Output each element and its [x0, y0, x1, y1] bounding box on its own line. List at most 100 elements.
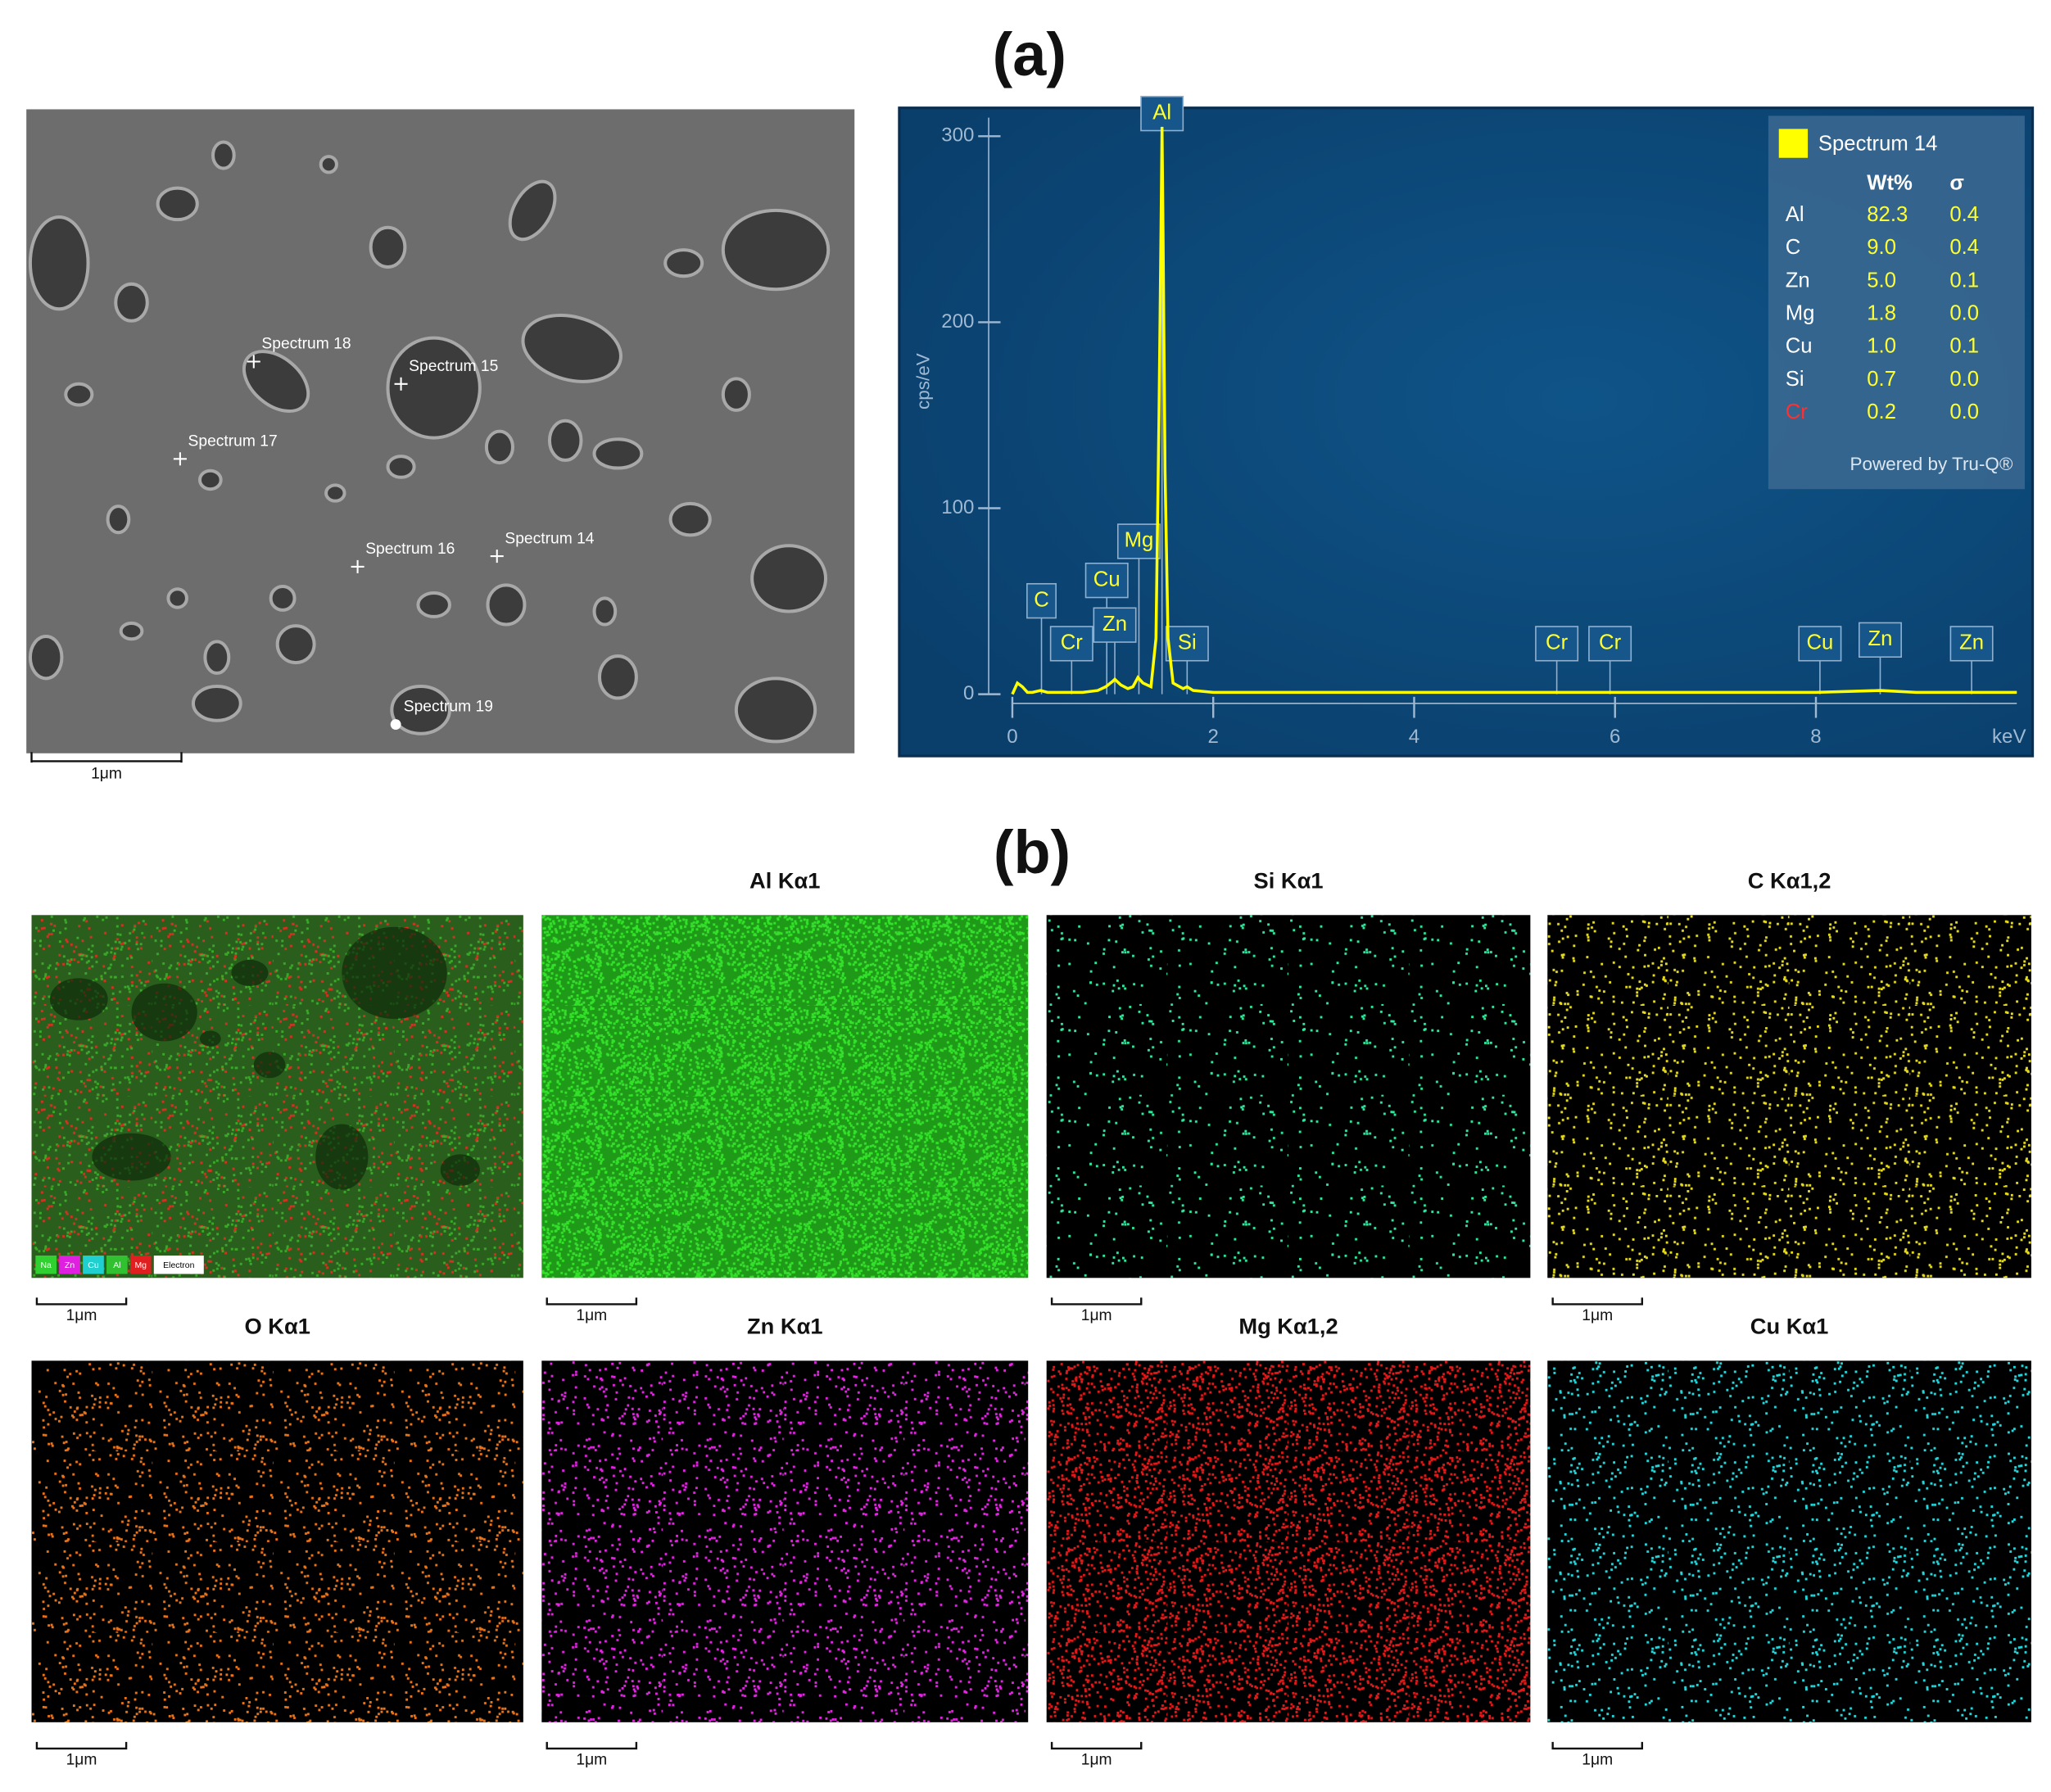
legend-label: Spectrum 14 [1818, 132, 1938, 155]
legend-element: Al [1786, 203, 1804, 226]
legend-sigma: 0.1 [1949, 335, 1979, 358]
x-axis-label: keV [1992, 726, 2026, 748]
legend-wt: 0.7 [1867, 368, 1896, 391]
legend-element: Si [1786, 368, 1804, 391]
map-legend-chip [129, 1256, 152, 1274]
x-tick-label: 0 [1007, 726, 1017, 748]
scale-bar [35, 1741, 128, 1750]
peak-label: Cu [1806, 631, 1833, 654]
legend-wt: 0.2 [1867, 400, 1896, 423]
map-legend-chip [35, 1256, 57, 1274]
scale-bar-label: 1μm [1081, 1751, 1112, 1768]
map-feature [231, 959, 269, 986]
legend-swatch [1778, 129, 1809, 158]
peak-label-box [1949, 626, 1994, 662]
peak-label: Cr [1546, 631, 1569, 654]
peak-label: Cu [1093, 568, 1121, 591]
map-title: O Kα1 [244, 1313, 310, 1338]
map-feature [253, 1052, 286, 1079]
map-title: C Kα1,2 [1748, 867, 1831, 893]
scale-bar-label: 1μm [1081, 1307, 1112, 1324]
scale-bar [1551, 1741, 1644, 1750]
sem-annotations: Spectrum 18 Spectrum 15 Spectrum 17 Spectru… [173, 336, 595, 730]
peak-label: Zn [1102, 613, 1127, 636]
peak-label: Cr [1599, 631, 1622, 654]
peak-label: C [1034, 588, 1049, 611]
scale-bar-label: 1μm [576, 1751, 607, 1768]
peak-label-box [1798, 626, 1842, 662]
panel-label: (b) [994, 818, 1071, 886]
x-tick-label: 8 [1810, 726, 1821, 748]
legend-element: Cu [1786, 335, 1813, 358]
point-label: Spectrum 16 [365, 541, 455, 558]
map-legend-chip [59, 1256, 80, 1274]
x-tick-label: 6 [1610, 726, 1620, 748]
x-tick-label: 2 [1208, 726, 1219, 748]
y-axis-label: cps/eV [912, 353, 933, 410]
map-title: Cu Kα1 [1750, 1313, 1829, 1338]
peak-label: Cr [1061, 631, 1084, 654]
map-legend-label: Al [113, 1261, 120, 1270]
map-title: Mg Kα1,2 [1238, 1313, 1338, 1338]
peak-label: Zn [1868, 627, 1893, 650]
map-feature [92, 1133, 171, 1181]
map-title: Al Kα1 [749, 867, 820, 893]
y-tick-label: 200 [941, 310, 974, 333]
legend-footer: Powered by Tru-Q® [1850, 454, 2013, 474]
legend-element: Cr [1786, 400, 1809, 423]
legend-box [1768, 115, 2025, 490]
scale-bar [1050, 1741, 1143, 1750]
peak-label-box [1049, 626, 1093, 662]
element-maps: Na Zn Cu Al Mg Electron 1μm Al Kα1 1μm Si Kα1 1μm C… [31, 867, 2031, 1768]
peak-label-box [1165, 626, 1209, 662]
point-label: Spectrum 19 [404, 699, 493, 716]
peak-label-box [1859, 622, 1902, 658]
legend-sigma: 0.4 [1949, 236, 1979, 259]
map-legend-label: Cu [88, 1261, 99, 1270]
panel-label: (a) [993, 20, 1066, 88]
peak-label: Mg [1125, 529, 1154, 552]
legend-sigma: 0.0 [1949, 302, 1979, 325]
legend-sigma: 0.0 [1949, 368, 1979, 391]
map-legend-chip [83, 1256, 104, 1274]
scale-bar [1050, 1297, 1143, 1306]
point-label: Spectrum 17 [188, 433, 278, 450]
element-map [1046, 915, 1531, 1278]
x-tick-label: 4 [1409, 726, 1419, 748]
element-map [541, 915, 1029, 1278]
map-legend-chip [153, 1256, 204, 1274]
map-legend-label: Zn [65, 1261, 75, 1270]
peak-label-box [1116, 523, 1161, 559]
map-feature [315, 1124, 369, 1190]
map-feature [131, 983, 197, 1042]
y-tick-label: 300 [941, 124, 974, 147]
legend-element: Zn [1786, 269, 1810, 292]
legend-element: Mg [1786, 302, 1815, 325]
scale-bar-label: 1μm [1582, 1751, 1613, 1768]
legend-wt: 82.3 [1867, 203, 1908, 226]
peak-label: Zn [1959, 631, 1984, 654]
point-label: Spectrum 14 [505, 530, 594, 547]
legend-element: C [1786, 236, 1801, 259]
element-map [31, 1360, 523, 1722]
element-map [1547, 915, 2031, 1278]
point-label: Spectrum 18 [261, 336, 351, 353]
legend-column: σ [1949, 172, 1964, 195]
legend-wt: 5.0 [1867, 269, 1896, 292]
element-map [1046, 1360, 1531, 1722]
scale-bar-label: 1μm [1582, 1307, 1613, 1324]
legend-wt: 9.0 [1867, 236, 1896, 259]
scale-bar-label: 1μm [66, 1307, 97, 1324]
legend-wt: 1.8 [1867, 302, 1896, 325]
point-label: Spectrum 15 [409, 358, 498, 375]
peak-label-box [1588, 626, 1632, 662]
scale-bar-label: 1μm [576, 1307, 607, 1324]
y-tick-label: 100 [941, 496, 974, 518]
legend-sigma: 0.4 [1949, 203, 1979, 226]
map-feature [342, 926, 447, 1020]
scale-bar-label: 1μm [91, 766, 122, 783]
peak-label: Si [1178, 631, 1197, 654]
peak-label-box [1093, 607, 1137, 643]
